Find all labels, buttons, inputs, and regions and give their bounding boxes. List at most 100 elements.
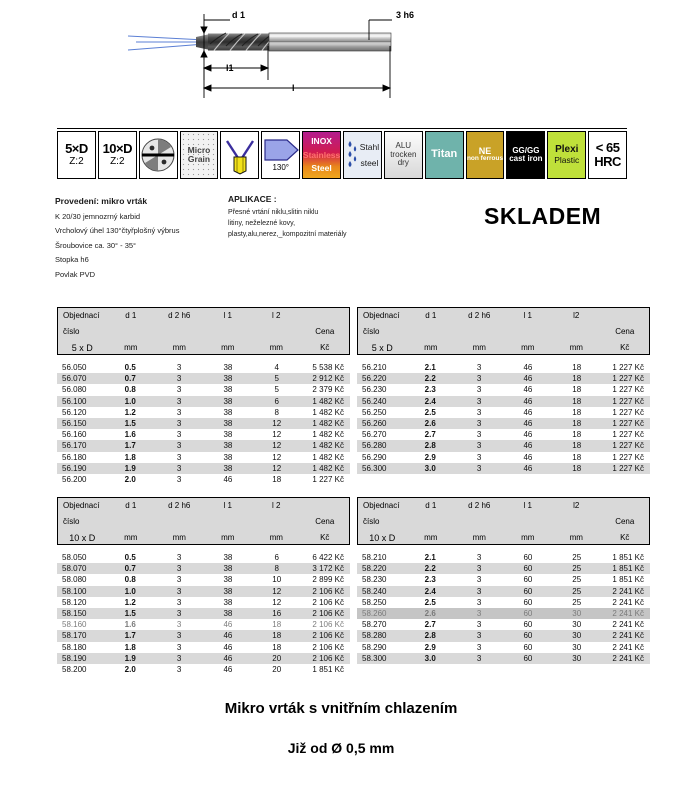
cell-l2: 12 <box>252 585 302 597</box>
cell-l2: 12 <box>252 462 302 474</box>
cell-l2: 30 <box>552 607 602 620</box>
cell-l2: 18 <box>272 474 282 484</box>
cell-price: 2 106 Kč <box>312 620 344 630</box>
cell-l2: 25 <box>572 597 582 607</box>
table-row: 58.120 1.2 3 38 12 2 106 Kč <box>57 597 350 608</box>
header-unit-l2: mm <box>269 343 283 352</box>
cell-d1: 2.6 <box>405 417 455 430</box>
cell-price: 1 227 Kč <box>601 440 650 452</box>
header-l1: l 1 <box>523 311 532 320</box>
cell-price: 2 241 Kč <box>612 597 644 607</box>
cell-d1: 2.6 <box>405 607 455 620</box>
table-row: 56.150 1.5 3 38 12 1 482 Kč <box>57 417 350 430</box>
cell-d2: 3 <box>176 385 182 395</box>
cell-l2: 18 <box>572 363 582 373</box>
header-unit-l2: mm <box>269 533 283 542</box>
cell-order-number: 58.210 <box>362 553 387 563</box>
cell-order-number: 58.070 <box>57 563 106 575</box>
cast-iron-line1: GG/GG <box>512 145 540 155</box>
cell-order-number: 58.250 <box>362 597 387 607</box>
table-row: 58.220 2.2 3 60 25 1 851 Kč <box>357 563 650 575</box>
depth-10xd-label: 10×D <box>102 141 133 157</box>
specification-line-1: K 20/30 jemnozrný karbid <box>55 211 141 221</box>
table-row: 56.240 2.4 3 46 18 1 227 Kč <box>357 395 650 407</box>
cell-l1: 38 <box>203 585 253 597</box>
cell-order-number: 58.270 <box>362 620 387 630</box>
cell-price: 2 241 Kč <box>601 607 650 620</box>
table-body: 58.050 0.5 3 38 6 6 422 Kč 58.070 0.7 3 38 8 3 172 … <box>57 552 350 675</box>
depth-10xd-flutes: Z:2 <box>110 156 125 168</box>
cell-l1: 46 <box>223 642 233 652</box>
cell-d1: 2.2 <box>405 373 455 385</box>
cell-d2: 3 <box>154 462 204 474</box>
cell-l1: 38 <box>223 385 233 395</box>
cell-d1: 0.8 <box>124 575 136 585</box>
table-row: 56.190 1.9 3 38 12 1 482 Kč <box>57 462 350 474</box>
header-l1: l 1 <box>223 311 232 320</box>
table-row: 58.150 1.5 3 38 16 2 106 Kč <box>57 607 350 620</box>
cell-l1: 38 <box>203 607 253 620</box>
cell-l1: 60 <box>503 652 553 664</box>
table-row: 56.080 0.8 3 38 5 2 379 Kč <box>57 384 350 395</box>
header-d1: d 1 <box>125 311 137 320</box>
cell-l1: 46 <box>223 664 233 674</box>
cell-d2: 3 <box>476 363 482 373</box>
inox-line1: INOX <box>311 135 332 146</box>
cell-l1: 60 <box>523 575 533 585</box>
table-row: 58.260 2.6 3 60 30 2 241 Kč <box>357 607 650 620</box>
cell-order-number: 56.180 <box>62 452 87 462</box>
cell-l1: 38 <box>203 417 253 430</box>
dimension-l <box>202 46 392 98</box>
cell-price: 1 851 Kč <box>601 563 650 575</box>
steel-line1: Stahl <box>359 141 380 152</box>
cell-d2: 3 <box>176 642 182 652</box>
cell-l1: 60 <box>503 563 553 575</box>
header-unit-d2: mm <box>472 533 486 542</box>
cell-d2: 3 <box>454 607 504 620</box>
alu-dry-icon: ALU trocken dry <box>383 131 423 179</box>
cell-price: 6 422 Kč <box>312 553 344 563</box>
cell-order-number: 56.220 <box>357 373 406 385</box>
cell-d1: 1.6 <box>124 430 136 440</box>
cell-l1: 46 <box>503 417 553 430</box>
cell-d2: 3 <box>176 363 182 373</box>
cell-price: 1 482 Kč <box>301 417 350 430</box>
drill-shank <box>269 33 391 51</box>
table-row: 56.250 2.5 3 46 18 1 227 Kč <box>357 407 650 418</box>
header-order-no: Objednací <box>63 311 100 320</box>
cell-l2: 18 <box>552 395 602 407</box>
cell-l2: 18 <box>252 630 302 642</box>
cell-l1: 46 <box>503 440 553 452</box>
cell-l1: 60 <box>503 630 553 642</box>
cell-d1: 2.1 <box>424 363 436 373</box>
cell-d2: 3 <box>154 652 204 664</box>
titanium-label: Titan <box>431 148 458 161</box>
table-row: 56.120 1.2 3 38 8 1 482 Kč <box>57 407 350 418</box>
cell-order-number: 58.240 <box>357 585 406 597</box>
cell-l1: 60 <box>523 620 533 630</box>
cell-order-number: 56.100 <box>57 395 106 407</box>
drill-tip <box>196 34 210 50</box>
header-unit-d1: mm <box>424 343 438 352</box>
cell-l2: 25 <box>552 563 602 575</box>
drill-flutes <box>208 33 270 51</box>
table-row: 56.050 0.5 3 38 4 5 538 Kč <box>57 362 350 373</box>
dimension-l1 <box>202 46 270 80</box>
cell-order-number: 56.300 <box>357 462 406 474</box>
header-order-no-2: číslo <box>63 327 80 336</box>
cell-l1: 38 <box>203 373 253 385</box>
cell-l2: 18 <box>552 462 602 474</box>
cell-d2: 3 <box>454 585 504 597</box>
header-order-no-2: číslo <box>363 327 380 336</box>
cell-d1: 2.4 <box>405 395 455 407</box>
cell-price: 1 482 Kč <box>301 395 350 407</box>
cell-d2: 3 <box>476 642 482 652</box>
table-header-box: Objednací d 1 d 2 h6 l 1 l2 číslo Cena 5… <box>357 307 650 355</box>
cell-d2: 3 <box>176 407 182 417</box>
cell-l2: 18 <box>552 440 602 452</box>
cell-price: 2 106 Kč <box>301 585 350 597</box>
cast-iron-icon: GG/GG cast iron <box>506 131 546 179</box>
table-row: 58.100 1.0 3 38 12 2 106 Kč <box>57 585 350 597</box>
dimension-label-l: l <box>292 83 295 93</box>
cell-price: 1 227 Kč <box>601 417 650 430</box>
